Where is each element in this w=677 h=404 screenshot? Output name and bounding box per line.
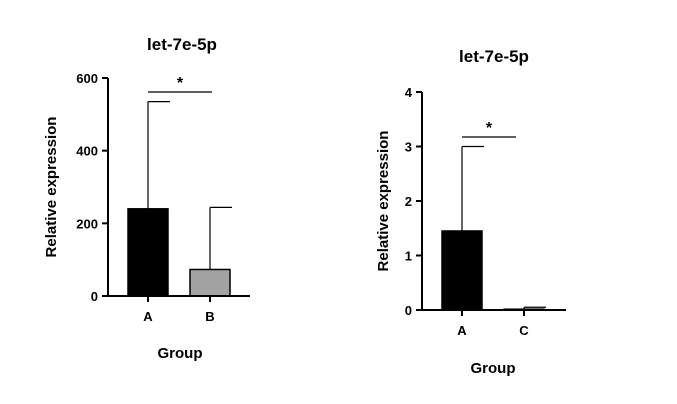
- bar-b: [189, 268, 231, 297]
- bar-a: [127, 208, 169, 297]
- chart-1-significance-mark: *: [177, 75, 184, 92]
- y-tick-label: 1: [405, 249, 412, 264]
- chart-2-y-ticks: 0 1 2 3 4: [405, 85, 422, 318]
- y-tick-label: 2: [405, 194, 412, 209]
- chart-2-bars: [441, 230, 545, 311]
- chart-2: let-7e-5p Relative expression Group 0 1 2 3…: [375, 47, 566, 377]
- chart-1-y-ticks: 0 200 400 600: [76, 71, 108, 304]
- chart-1-error-bars: [147, 101, 232, 270]
- x-tick-label-a: A: [143, 309, 153, 324]
- bar-a: [441, 230, 483, 311]
- chart-2-y-axis-label: Relative expression: [375, 131, 392, 272]
- chart-1: let-7e-5p Relative expression Group 0 200…: [43, 35, 250, 362]
- y-tick-label: 200: [76, 216, 98, 231]
- y-tick-label: 600: [76, 71, 98, 86]
- chart-1-title: let-7e-5p: [147, 35, 217, 54]
- y-tick-label: 3: [405, 140, 412, 155]
- chart-2-x-axis-label: Group: [471, 360, 516, 377]
- chart-2-title: let-7e-5p: [459, 47, 529, 66]
- y-tick-label: 4: [405, 85, 413, 100]
- chart-2-error-bars: [461, 145, 546, 310]
- y-tick-label: 0: [91, 289, 98, 304]
- chart-2-significance-mark: *: [486, 120, 493, 137]
- x-tick-label-c: C: [519, 323, 529, 338]
- x-tick-label-b: B: [205, 309, 214, 324]
- chart-1-x-axis-label: Group: [158, 345, 203, 362]
- chart-1-y-axis-label: Relative expression: [43, 117, 60, 258]
- y-tick-label: 0: [405, 303, 412, 318]
- chart-1-bars: [127, 208, 231, 297]
- y-tick-label: 400: [76, 144, 98, 159]
- x-tick-label-a: A: [457, 323, 467, 338]
